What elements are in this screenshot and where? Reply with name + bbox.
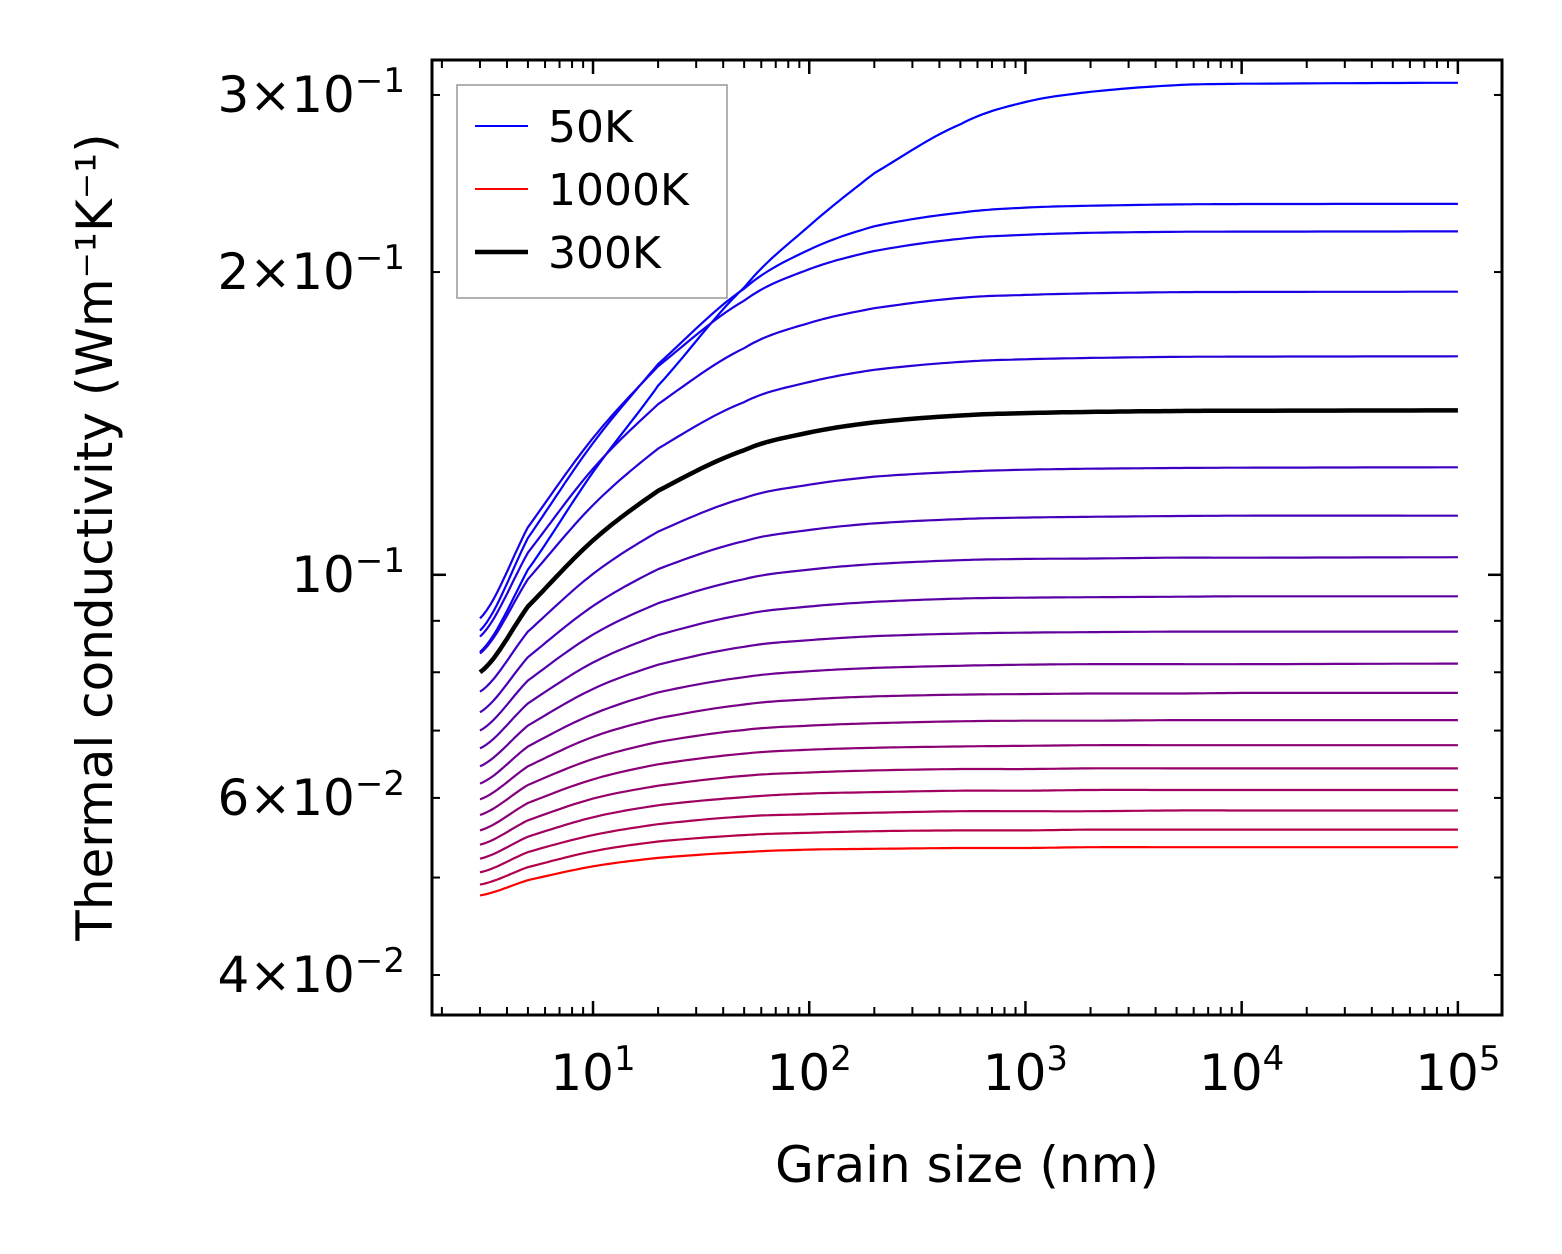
series-line-700k xyxy=(479,719,1458,817)
legend: 50K 1000K 300K xyxy=(456,84,728,299)
series-line-600k xyxy=(479,662,1458,785)
series-line-250k xyxy=(479,355,1458,655)
series-line-950k xyxy=(479,828,1458,886)
y-tick-label: 4×10−2 xyxy=(218,941,405,1004)
x-tick-label: 105 xyxy=(1415,1039,1500,1102)
y-tick-label: 2×10−1 xyxy=(218,238,405,301)
series-line-650k xyxy=(479,691,1458,801)
x-axis-label: Grain size (nm) xyxy=(775,1136,1159,1194)
series-line-550k xyxy=(479,630,1458,768)
legend-label-50k: 50K xyxy=(548,102,634,153)
legend-box xyxy=(456,84,728,299)
plot-frame xyxy=(430,58,1504,1017)
series-line-150k xyxy=(479,230,1458,620)
y-tick-label: 6×10−2 xyxy=(218,764,405,827)
y-tick-label: 10−1 xyxy=(291,541,405,604)
legend-label-300k: 300K xyxy=(548,228,662,279)
series-line-450k xyxy=(479,556,1458,732)
series-line-750k xyxy=(479,744,1458,832)
x-tick-label: 103 xyxy=(983,1039,1068,1102)
y-tick-label: 3×10−1 xyxy=(218,61,405,124)
series-line-200k xyxy=(479,290,1458,638)
series-line-850k xyxy=(479,788,1458,860)
series-line-400k xyxy=(479,514,1458,714)
series-line-350k xyxy=(479,466,1458,693)
series-layer xyxy=(478,81,1458,897)
x-tick-label: 101 xyxy=(550,1039,635,1102)
series-line-50k xyxy=(479,81,1458,653)
y-axis-label: Thermal conductivity (Wm⁻¹K⁻¹) xyxy=(66,133,124,941)
x-tick-label: 104 xyxy=(1199,1039,1284,1102)
series-line-300k xyxy=(478,408,1458,675)
label-layer: 101 102 103 104 105 4×10−2 6×10−2 10−1 2×10−1 3×1… xyxy=(218,61,1501,1102)
series-line-100k xyxy=(479,202,1458,632)
legend-label-1000k: 1000K xyxy=(548,165,690,216)
series-line-800k xyxy=(479,767,1458,846)
series-line-900k xyxy=(479,809,1458,874)
series-line-500k xyxy=(479,595,1458,750)
series-line-1000k xyxy=(479,846,1458,897)
x-tick-label: 102 xyxy=(767,1039,852,1102)
